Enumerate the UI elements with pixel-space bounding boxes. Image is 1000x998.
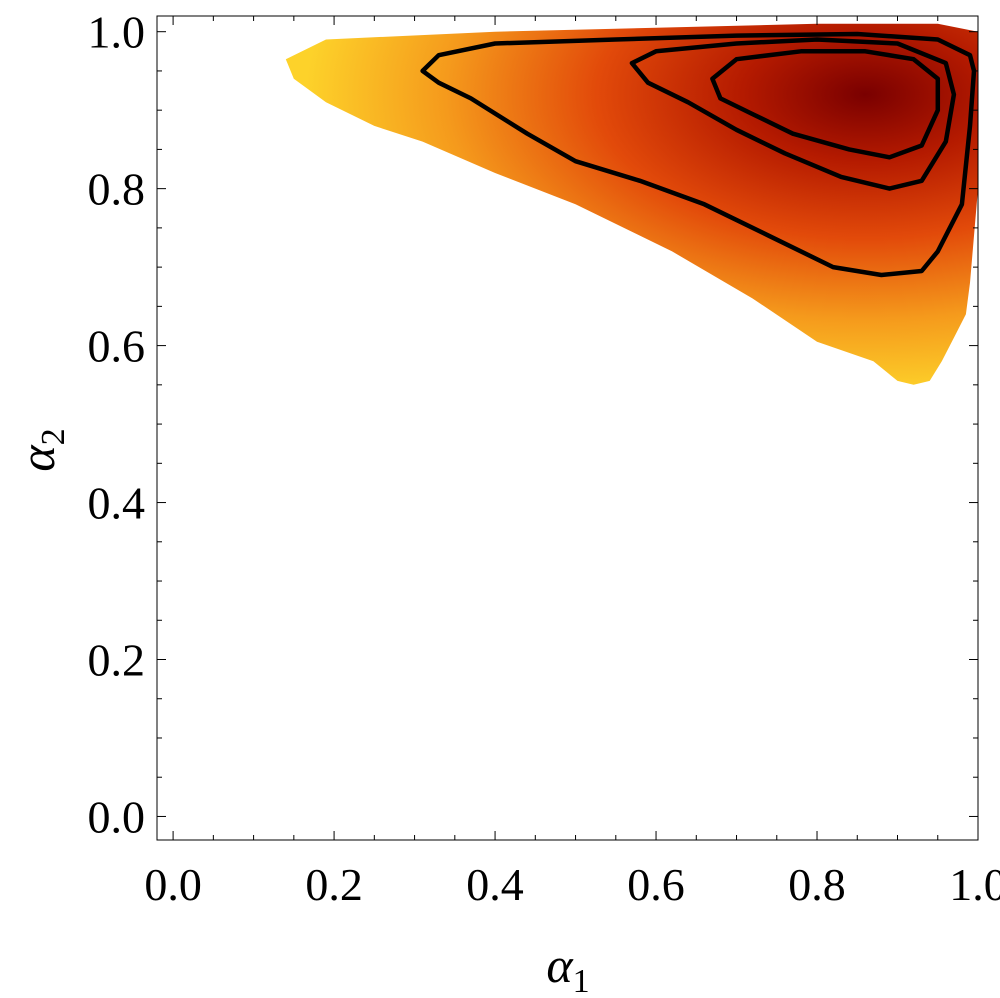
x-tick-label: 0.4 [466,859,524,910]
x-tick-label: 0.6 [627,859,685,910]
x-axis-label-subscript: 1 [573,963,590,998]
density-region [285,23,978,385]
y-tick-label: 0.6 [88,321,146,372]
contour-line-2 [629,37,957,191]
contour-line-3 [710,49,941,160]
y-tick-label: 0.2 [88,635,146,686]
plot-frame [156,15,979,841]
y-tick-label: 0.8 [88,164,146,215]
x-tick-label: 1.0 [949,859,1000,910]
x-tick-label: 0.8 [788,859,846,910]
y-tick-label: 1.0 [88,7,146,58]
x-axis-label: α1 [546,937,589,998]
y-tick-label: 0.4 [88,478,146,529]
x-tick-label: 0.2 [305,859,363,910]
y-axis-label: α2 [9,428,72,471]
y-axis-label-subscript: 2 [35,428,72,445]
contour-line-1 [420,31,977,278]
x-tick-label: 0.0 [144,859,202,910]
y-tick-label: 0.0 [88,791,146,842]
